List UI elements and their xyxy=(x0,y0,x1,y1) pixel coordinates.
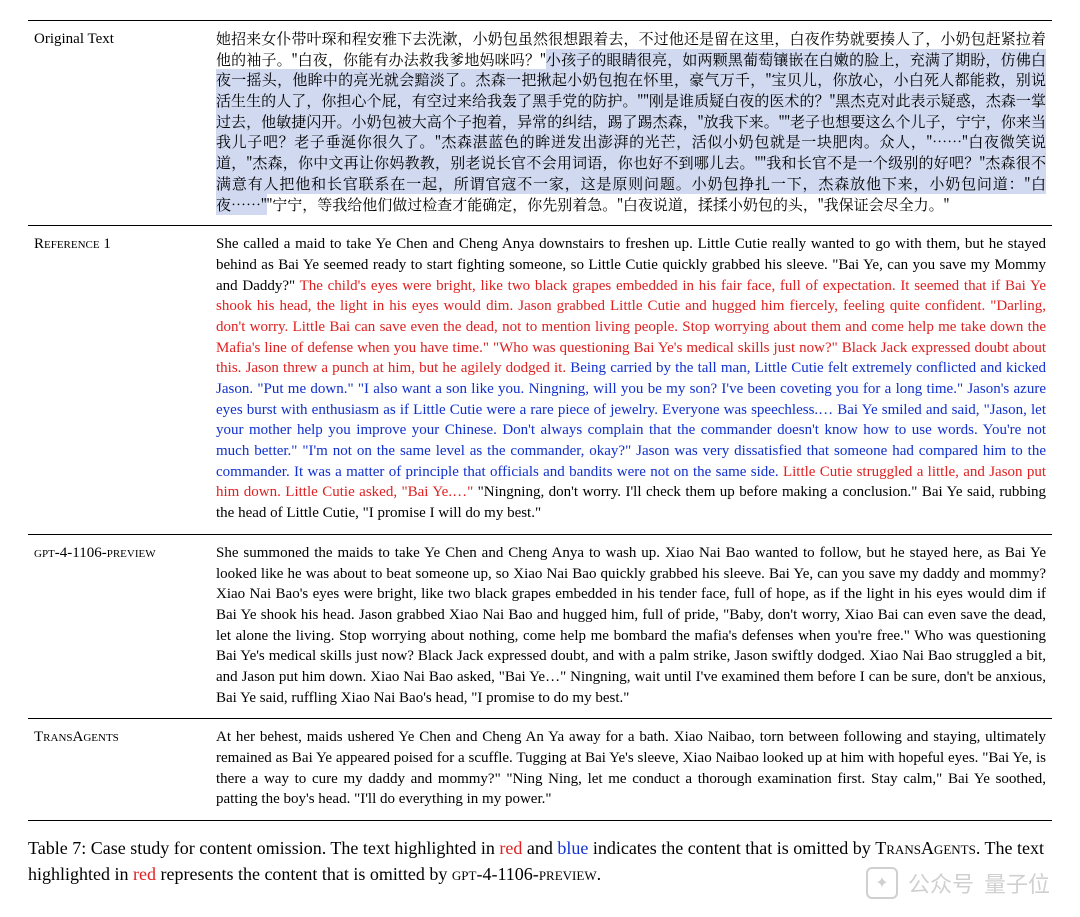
caption-agent2-end: preview xyxy=(539,864,597,884)
text-plain: She summoned the maids to take Ye Chen a… xyxy=(216,545,1046,706)
caption-agent2-tail: -4-1106- xyxy=(476,864,538,884)
caption-agent1: TransAgents xyxy=(875,838,976,858)
label-text: Original Text xyxy=(34,31,114,47)
caption-text: Table 7: Case study for content omission… xyxy=(28,838,499,858)
table-caption: Table 7: Case study for content omission… xyxy=(28,835,1052,887)
text-plain: At her behest, maids ushered Ye Chen and… xyxy=(216,729,1046,807)
row-content-original: 她招来女仆带叶琛和程安雅下去洗漱，小奶包虽然很想跟着去，不过他还是留在这里，白夜… xyxy=(210,21,1052,226)
text-highlighted: 小孩子的眼睛很亮，如两颗黑葡萄镶嵌在白嫩的脸上，充满了期盼，仿佛白夜一摇头，他眸… xyxy=(216,49,1046,215)
page-root: Original Text 她招来女仆带叶琛和程安雅下去洗漱，小奶包虽然很想跟着… xyxy=(0,0,1080,917)
caption-agent2: gpt xyxy=(452,864,477,884)
row-content-gpt4: She summoned the maids to take Ye Chen a… xyxy=(210,534,1052,719)
caption-text: indicates the content that is omitted by xyxy=(588,838,875,858)
table-row: gpt-4-1106-preview She summoned the maid… xyxy=(28,534,1052,719)
row-label-transagents: TransAgents xyxy=(28,719,210,821)
text-blue: Being carried by the tall man, Little Cu… xyxy=(216,360,1046,479)
label-text: TransAgents xyxy=(34,729,119,745)
row-label-reference1: Reference 1 xyxy=(28,226,210,535)
caption-blue-word: blue xyxy=(557,838,588,858)
caption-red-word: red xyxy=(133,864,156,884)
label-text: Reference 1 xyxy=(34,236,111,252)
row-content-transagents: At her behest, maids ushered Ye Chen and… xyxy=(210,719,1052,821)
text-plain: "宁宁，等我给他们做过检查才能确定，你先别着急。"白夜说道，揉揉小奶包的头，"我… xyxy=(267,194,950,215)
table-row: TransAgents At her behest, maids ushered… xyxy=(28,719,1052,821)
table-row: Reference 1 She called a maid to take Ye… xyxy=(28,226,1052,535)
table-row: Original Text 她招来女仆带叶琛和程安雅下去洗漱，小奶包虽然很想跟着… xyxy=(28,21,1052,226)
caption-text: . xyxy=(597,864,602,884)
row-content-reference1: She called a maid to take Ye Chen and Ch… xyxy=(210,226,1052,535)
label-text: gpt-4-1106-preview xyxy=(34,545,156,561)
caption-red-word: red xyxy=(499,838,522,858)
case-study-table: Original Text 她招来女仆带叶琛和程安雅下去洗漱，小奶包虽然很想跟着… xyxy=(28,20,1052,821)
caption-text: and xyxy=(522,838,557,858)
row-label-original: Original Text xyxy=(28,21,210,226)
row-label-gpt4: gpt-4-1106-preview xyxy=(28,534,210,719)
caption-text: represents the content that is omitted b… xyxy=(156,864,452,884)
